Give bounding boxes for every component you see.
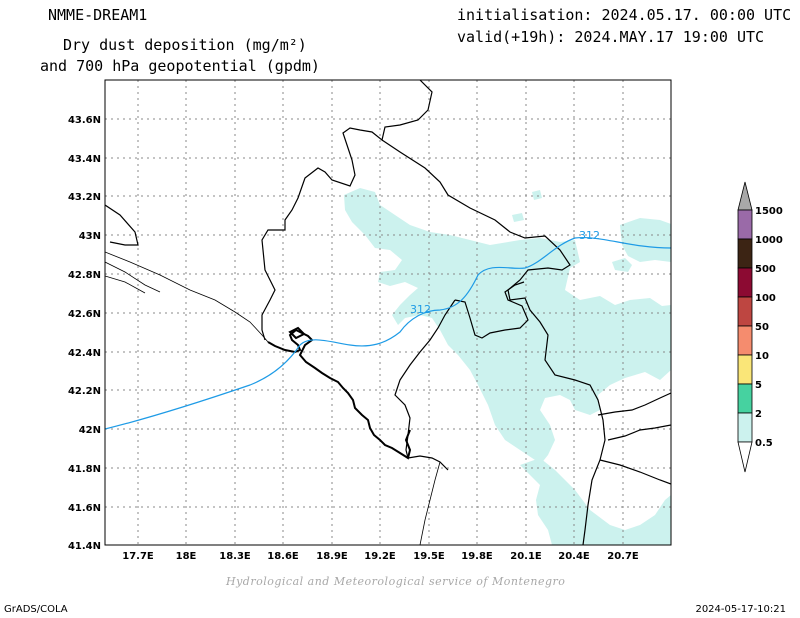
title-line-2: and 700 hPa geopotential (gpdm) [40,57,320,75]
coastline [267,326,412,460]
colorbar-swatch [737,296,753,327]
contour-label-a: 312 [410,303,431,316]
lon-tick-label: 20.4E [558,551,590,562]
colorbar-label: 1500 [755,206,783,217]
colorbar-label: 0.5 [755,438,773,449]
lat-tick-label: 42.4N [68,348,101,359]
colorbar-swatch [737,209,753,240]
render-timestamp: 2024-05-17-10:21 [695,604,786,615]
colorbar-swatch [737,354,753,385]
colorbar-label: 100 [755,293,776,304]
contour-label-b: 312 [579,229,600,242]
lon-ticks: 17.7E 18E 18.3E 18.6E 18.9E 19.2E 19.5E … [122,551,639,562]
colorbar-swatch [737,383,753,414]
grid-lines [105,80,671,545]
valid-time: valid(+19h): 2024.MAY.17 19:00 UTC [457,28,765,46]
lon-tick-label: 19.5E [413,551,445,562]
colorbar-swatch [737,238,753,269]
lat-tick-label: 41.8N [68,464,101,475]
lat-tick-label: 42N [79,425,101,436]
lon-tick-label: 20.1E [510,551,542,562]
lat-tick-label: 42.6N [68,309,101,320]
software-label: GrADS/COLA [4,604,68,615]
colorbar-label: 500 [755,264,776,275]
lat-tick-label: 41.4N [68,541,101,552]
lon-tick-label: 18E [176,551,197,562]
lat-tick-label: 43.4N [68,154,101,165]
colorbar-bottom-arrow [737,441,753,473]
lon-tick-label: 19.8E [461,551,493,562]
colorbar-labels: 1500 1000 500 100 50 10 5 2 0.5 [755,206,783,449]
colorbar-label: 10 [755,351,769,362]
lon-tick-label: 18.6E [267,551,299,562]
lon-tick-label: 20.7E [607,551,639,562]
colorbar-label: 2 [755,409,762,420]
lon-tick-label: 18.3E [219,551,251,562]
coastline-thin [105,251,441,545]
lon-tick-label: 18.9E [316,551,348,562]
colorbar-swatch [737,325,753,356]
dust-deposition-area [344,188,671,545]
title-line-1: Dry dust deposition (mg/m²) [63,36,307,54]
lon-tick-label: 17.7E [122,551,154,562]
credit-line: Hydrological and Meteorological service … [226,575,566,588]
colorbar-swatch [737,412,753,443]
lat-tick-label: 43.2N [68,192,101,203]
model-name: NMME-DREAM1 [48,6,148,24]
lat-tick-label: 43.6N [68,115,101,126]
colorbar-label: 50 [755,322,769,333]
lon-tick-label: 19.2E [364,551,396,562]
init-time: initialisation: 2024.05.17. 00:00 UTC [457,6,792,24]
colorbar-label: 1000 [755,235,783,246]
colorbar-top-arrow [737,181,753,211]
lat-tick-label: 42.8N [68,270,101,281]
plot-frame [104,79,672,546]
colorbar-label: 5 [755,380,762,391]
country-borders [105,80,671,545]
colorbar-swatch [737,267,753,298]
lat-tick-label: 41.6N [68,503,101,514]
colorbar [737,181,753,473]
lat-ticks: 43.6N 43.4N 43.2N 43N 42.8N 42.6N 42.4N … [68,115,101,552]
geopotential-contour-312 [105,236,671,430]
lat-tick-label: 42.2N [68,386,101,397]
lat-tick-label: 43N [79,231,101,242]
